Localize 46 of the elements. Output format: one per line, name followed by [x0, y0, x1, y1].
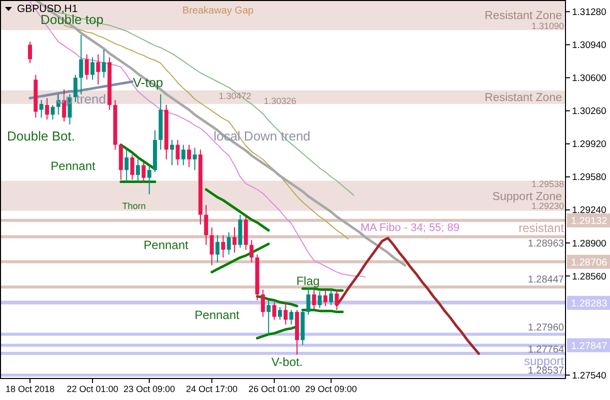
- chart-title: GBPUSD,H1: [17, 3, 78, 15]
- annotation: 1.27764: [528, 344, 564, 356]
- ref-line-label: 1.28283: [571, 298, 608, 310]
- band-label: Support Zone: [492, 190, 562, 203]
- x-tick-label: 18 Oct 2018: [5, 384, 55, 394]
- annotation: V-bot.: [271, 355, 303, 370]
- annotation: Pennant: [194, 308, 240, 322]
- y-tick-label: 1.27540: [572, 370, 606, 382]
- annotation: 1.30326: [264, 96, 296, 106]
- annotation: 1.27960: [528, 322, 564, 334]
- x-tick-label: 22 Oct 01:00: [66, 384, 118, 394]
- y-tick-label: 1.30600: [572, 73, 606, 84]
- annotation: Flag: [296, 274, 320, 288]
- annotation: Double Bot.: [7, 128, 75, 144]
- annotation: Pennant: [50, 159, 96, 174]
- annotation: support: [524, 354, 565, 368]
- annotation: 1.31090: [531, 21, 564, 32]
- y-tick-label: 1.29580: [572, 172, 606, 184]
- annotation: MA Fibo - 34; 55; 89: [360, 222, 460, 234]
- y-tick-label: 1.29920: [572, 139, 606, 150]
- annotation: V-top: [132, 75, 164, 90]
- annotation: 1.28537: [528, 366, 564, 376]
- y-tick-label: 1.28560: [572, 271, 606, 282]
- annotation: Up trend: [56, 92, 106, 107]
- x-tick-label: 26 Oct 01:00: [248, 384, 300, 394]
- annotation: Thorn: [122, 201, 146, 212]
- y-tick-label: 1.30260: [572, 106, 606, 118]
- annotation: Breakaway Gap: [182, 6, 254, 16]
- ref-line-label: 1.28706: [571, 257, 608, 268]
- ref-line-label: 1.27847: [571, 340, 608, 352]
- x-tick-label: 29 Oct 09:00: [305, 384, 357, 394]
- x-tick-label: 24 Oct 17:00: [186, 384, 238, 394]
- y-tick-label: 1.29240: [572, 205, 606, 216]
- x-tick-label: 23 Oct 09:00: [124, 384, 176, 394]
- y-tick-label: 1.28900: [572, 238, 606, 250]
- ref-line-label: 1.29132: [571, 216, 608, 227]
- band-label: Resistant Zone: [484, 92, 562, 104]
- y-tick-label: 1.30940: [572, 40, 606, 52]
- y-tick-label: 1.31280: [572, 6, 606, 18]
- annotation: Pennant: [144, 238, 190, 252]
- annotation: 1.28963: [528, 238, 564, 250]
- annotation: 1.29230: [531, 201, 564, 212]
- annotation: 1.28447: [528, 274, 564, 286]
- band-label: Resistant Zone: [484, 10, 562, 22]
- annotation: resistant: [518, 221, 565, 236]
- annotation: 1.29538: [531, 179, 564, 190]
